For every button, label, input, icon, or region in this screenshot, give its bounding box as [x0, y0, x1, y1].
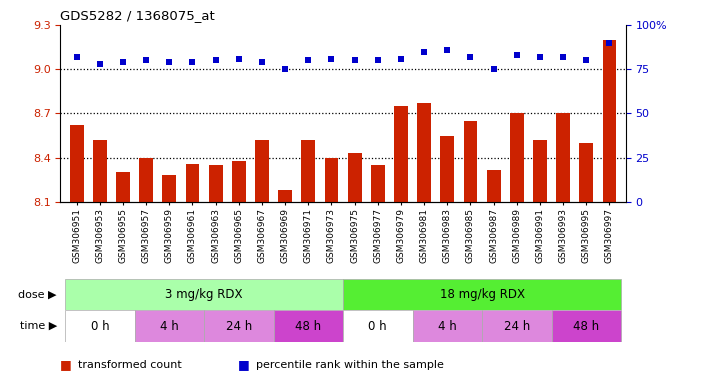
Bar: [65, 279, 343, 310]
Bar: [440, 136, 454, 202]
Bar: [487, 169, 501, 202]
Bar: [343, 279, 621, 310]
Text: 18 mg/kg RDX: 18 mg/kg RDX: [439, 288, 525, 301]
Point: [488, 66, 499, 72]
Point: [187, 59, 198, 65]
Bar: [412, 310, 482, 342]
Text: 3 mg/kg RDX: 3 mg/kg RDX: [166, 288, 243, 301]
Point: [511, 52, 523, 58]
Text: transformed count: transformed count: [78, 360, 182, 370]
Bar: [533, 140, 547, 202]
Text: 24 h: 24 h: [225, 319, 252, 333]
Point: [303, 57, 314, 63]
Point: [94, 61, 105, 67]
Point: [279, 66, 291, 72]
Bar: [139, 158, 153, 202]
Point: [326, 56, 337, 62]
Bar: [278, 190, 292, 202]
Bar: [510, 114, 524, 202]
Text: 4 h: 4 h: [438, 319, 456, 333]
Bar: [482, 310, 552, 342]
Point: [419, 48, 430, 55]
Point: [349, 57, 360, 63]
Bar: [417, 103, 431, 202]
Bar: [186, 164, 199, 202]
Bar: [255, 140, 269, 202]
Bar: [116, 172, 130, 202]
Point: [442, 47, 453, 53]
Point: [117, 59, 129, 65]
Bar: [65, 310, 134, 342]
Point: [557, 54, 569, 60]
Bar: [274, 310, 343, 342]
Bar: [602, 40, 616, 202]
Bar: [371, 165, 385, 202]
Bar: [579, 143, 593, 202]
Text: percentile rank within the sample: percentile rank within the sample: [256, 360, 444, 370]
Text: ■: ■: [60, 358, 76, 371]
Point: [534, 54, 545, 60]
Bar: [324, 158, 338, 202]
Point: [71, 54, 82, 60]
Bar: [93, 140, 107, 202]
Bar: [70, 125, 84, 202]
Text: 24 h: 24 h: [503, 319, 530, 333]
Bar: [464, 121, 477, 202]
Point: [210, 57, 221, 63]
Point: [372, 57, 383, 63]
Text: 48 h: 48 h: [295, 319, 321, 333]
Bar: [552, 310, 621, 342]
Text: GDS5282 / 1368075_at: GDS5282 / 1368075_at: [60, 9, 215, 22]
Text: 4 h: 4 h: [160, 319, 178, 333]
Point: [256, 59, 267, 65]
Bar: [348, 153, 362, 202]
Bar: [209, 165, 223, 202]
Text: time ▶: time ▶: [20, 321, 57, 331]
Bar: [232, 161, 246, 202]
Text: 0 h: 0 h: [368, 319, 387, 333]
Bar: [301, 140, 315, 202]
Point: [141, 57, 152, 63]
Text: 48 h: 48 h: [573, 319, 599, 333]
Text: dose ▶: dose ▶: [18, 290, 57, 300]
Bar: [134, 310, 204, 342]
Bar: [556, 114, 570, 202]
Text: 0 h: 0 h: [90, 319, 109, 333]
Bar: [162, 175, 176, 202]
Point: [581, 57, 592, 63]
Bar: [394, 106, 408, 202]
Point: [395, 56, 407, 62]
Text: ■: ■: [238, 358, 254, 371]
Point: [164, 59, 175, 65]
Point: [233, 56, 245, 62]
Bar: [204, 310, 274, 342]
Point: [604, 40, 615, 46]
Point: [465, 54, 476, 60]
Bar: [343, 310, 412, 342]
